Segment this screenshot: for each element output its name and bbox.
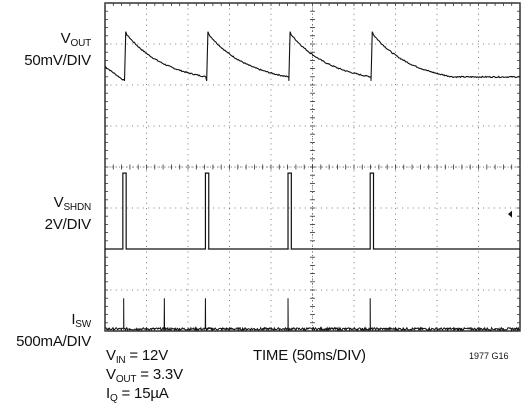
vshdn-trace [105, 172, 520, 250]
isw-trace [104, 298, 520, 332]
vout-condition: VOUT = 3.3V [106, 366, 183, 386]
iq-condition: IQ = 15µA [106, 385, 169, 405]
time-axis-label: TIME (50ms/DIV) [253, 347, 366, 364]
vin-condition: VIN = 12V [106, 347, 169, 367]
graticule [104, 2, 521, 332]
figure-id: 1977 G16 [469, 351, 509, 361]
traces [104, 31, 520, 332]
isw-label: ISW 500mA/DIV [16, 311, 91, 350]
vout-trace [104, 31, 520, 82]
vout-label: VOUT 50mV/DIV [24, 30, 91, 69]
vshdn-label: VSHDN 2V/DIV [44, 194, 92, 233]
trigger-marker-icon [508, 210, 512, 218]
